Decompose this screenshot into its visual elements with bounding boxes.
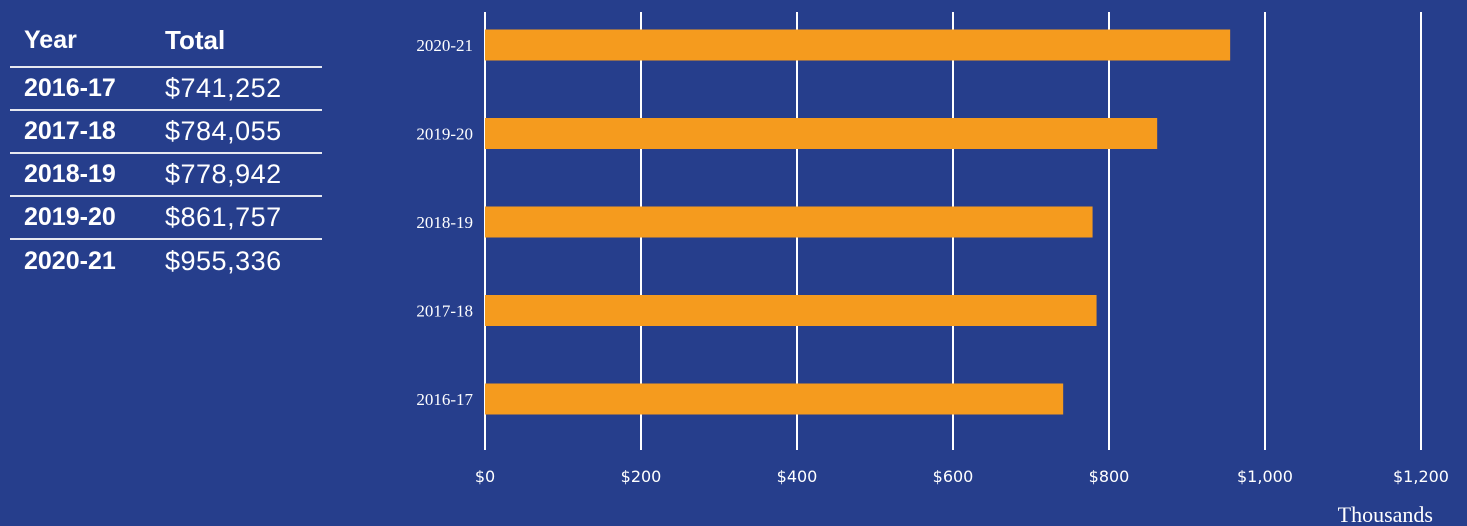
row-year: 2018-19 [24, 160, 116, 188]
table-row: 2017-18 $784,055 [10, 111, 322, 154]
header-total: Total [165, 24, 226, 55]
category-label: 2017-18 [416, 302, 473, 321]
bar [485, 383, 1064, 415]
table-row: 2018-19 $778,942 [10, 154, 322, 197]
x-tick-label: $200 [621, 467, 662, 486]
table-header-row: Year Total [10, 14, 322, 68]
category-label: 2018-19 [416, 213, 473, 232]
row-total: $778,942 [165, 159, 282, 189]
x-tick-label: $1,200 [1393, 467, 1449, 486]
row-year: 2020-21 [24, 247, 116, 275]
category-label: 2016-17 [416, 390, 473, 409]
row-year: 2016-17 [24, 74, 116, 102]
bar [485, 206, 1093, 238]
totals-table: Year Total 2016-17 $741,252 2017-18 $784… [10, 14, 322, 283]
row-year: 2019-20 [24, 203, 116, 231]
bar [485, 118, 1158, 149]
table-row: 2020-21 $955,336 [10, 240, 322, 283]
x-tick-label: $600 [933, 467, 974, 486]
row-total: $861,757 [165, 202, 282, 232]
bar [485, 295, 1097, 326]
row-total: $955,336 [165, 246, 282, 276]
x-tick-label: $800 [1089, 467, 1130, 486]
table-row: 2019-20 $861,757 [10, 197, 322, 240]
row-year: 2017-18 [24, 117, 116, 145]
x-axis-unit-label: Thousands [1338, 502, 1433, 526]
x-tick-label: $0 [475, 467, 495, 486]
x-tick-label: $1,000 [1237, 467, 1293, 486]
x-tick-label: $400 [777, 467, 818, 486]
header-year: Year [24, 25, 77, 54]
bar [485, 29, 1231, 61]
row-total: $784,055 [165, 116, 282, 146]
row-total: $741,252 [165, 73, 282, 103]
category-label: 2020-21 [416, 36, 473, 55]
category-label: 2019-20 [416, 125, 473, 144]
table-row: 2016-17 $741,252 [10, 68, 322, 111]
